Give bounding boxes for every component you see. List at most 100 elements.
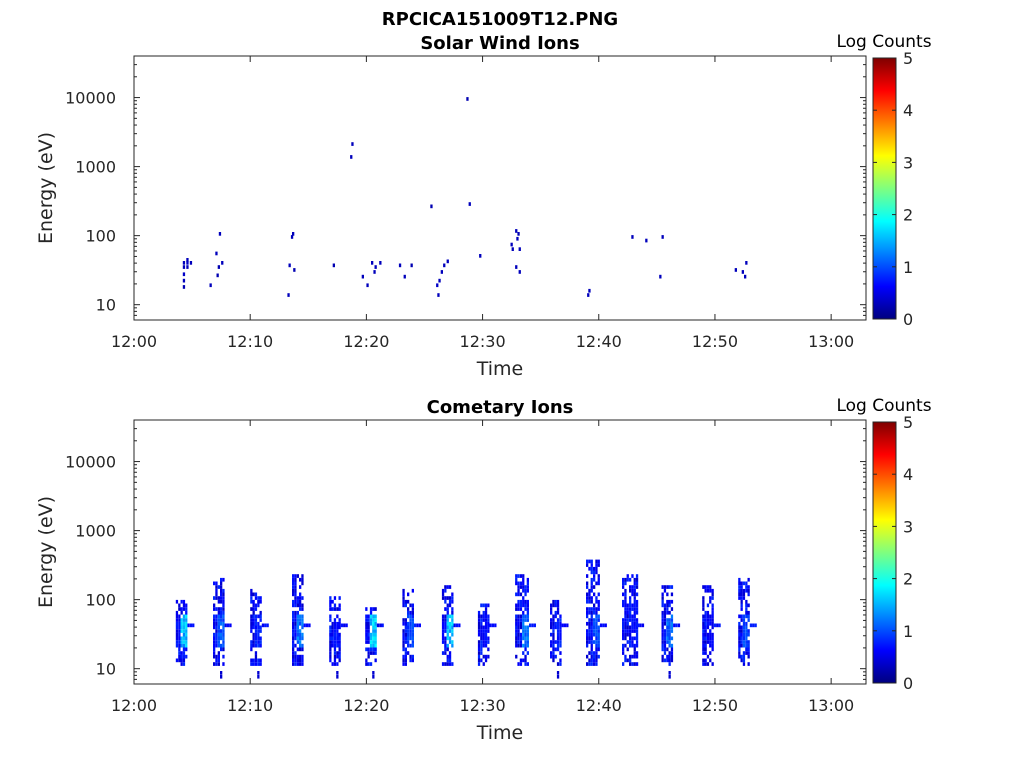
heatmap-cell bbox=[626, 629, 629, 633]
x-axis-ticks: 12:00 12:10 12:20 12:30 12:40 12:50 13:00 bbox=[111, 420, 854, 715]
heatmap-cell bbox=[556, 636, 560, 641]
heatmap-cell bbox=[222, 629, 225, 633]
heatmap-cell bbox=[554, 614, 557, 619]
heatmap-cell bbox=[741, 270, 744, 274]
heatmap-cell bbox=[451, 610, 454, 615]
heatmap-cell bbox=[702, 618, 705, 622]
heatmap-cell bbox=[365, 662, 368, 666]
heatmap-cell bbox=[379, 261, 382, 265]
heatmap-cell bbox=[402, 592, 405, 597]
heatmap-cell bbox=[740, 654, 743, 659]
heatmap-cell bbox=[626, 640, 629, 644]
heatmap-cell bbox=[635, 636, 639, 641]
cometary-ions-panel: Cometary Ions 12:00 12:10 12:20 12:30 12:40 1… bbox=[35, 396, 932, 744]
heatmap-cell bbox=[517, 662, 520, 666]
heatmap-cell bbox=[329, 618, 332, 622]
heatmap-cell bbox=[482, 610, 485, 615]
heatmap-cell bbox=[590, 621, 593, 626]
heatmap-cell bbox=[294, 577, 297, 582]
heatmap-cell bbox=[185, 654, 188, 659]
heatmap-cell bbox=[666, 636, 669, 641]
heatmap-cell bbox=[222, 577, 225, 582]
heatmap-cell bbox=[745, 585, 748, 589]
figure-title: RPCICA151009T12.PNG bbox=[382, 9, 618, 30]
heatmap-cell bbox=[624, 577, 627, 582]
heatmap-cell bbox=[586, 574, 589, 578]
heatmap-cell bbox=[338, 596, 341, 600]
heatmap-cell bbox=[333, 658, 337, 663]
heatmap-cell bbox=[487, 647, 490, 652]
heatmap-cell bbox=[217, 643, 220, 648]
heatmap-cell bbox=[480, 629, 483, 633]
heatmap-cell bbox=[706, 585, 710, 589]
heatmap-cell bbox=[252, 618, 255, 622]
heatmap-cell bbox=[633, 596, 636, 600]
heatmap-cell bbox=[670, 629, 674, 633]
heatmap-cell bbox=[704, 662, 707, 666]
heatmap-cell bbox=[185, 618, 188, 622]
heatmap-cell bbox=[477, 640, 481, 644]
heatmap-cell bbox=[217, 625, 220, 630]
heatmap-cell bbox=[629, 658, 632, 663]
heatmap-cell bbox=[182, 285, 186, 289]
heatmap-cell bbox=[448, 636, 452, 641]
heatmap-cell bbox=[666, 610, 669, 615]
heatmap-cell bbox=[299, 636, 302, 641]
heatmap-cell bbox=[259, 643, 262, 648]
heatmap-cell bbox=[292, 614, 295, 619]
heatmap-cell bbox=[217, 632, 220, 637]
heatmap-cell bbox=[552, 643, 555, 648]
heatmap-cell bbox=[588, 629, 591, 633]
heatmap-cell bbox=[666, 625, 669, 630]
heatmap-cell bbox=[365, 607, 368, 611]
heatmap-cell bbox=[487, 614, 490, 619]
heatmap-cell bbox=[622, 618, 625, 622]
heatmap-cell bbox=[290, 235, 294, 239]
heatmap-cell bbox=[633, 654, 636, 659]
heatmap-cell bbox=[590, 629, 593, 633]
heatmap-cell bbox=[189, 261, 193, 265]
heatmap-cell bbox=[446, 618, 449, 622]
heatmap-cell bbox=[666, 618, 669, 622]
heatmap-cell bbox=[752, 623, 755, 628]
heatmap-cell bbox=[517, 574, 520, 578]
heatmap-cell bbox=[331, 640, 334, 644]
heatmap-cell bbox=[215, 621, 218, 626]
heatmap-cell bbox=[292, 662, 295, 666]
heatmap-cell bbox=[597, 643, 600, 648]
x-tick-label: 12:10 bbox=[227, 696, 273, 715]
heatmap-cell bbox=[333, 632, 337, 637]
heatmap-cell bbox=[338, 607, 341, 611]
heatmap-cell bbox=[182, 625, 186, 630]
heatmap-cell bbox=[411, 621, 414, 626]
heatmap-cell bbox=[329, 599, 332, 604]
heatmap-cell bbox=[559, 621, 562, 626]
heatmap-cell bbox=[292, 629, 295, 633]
heatmap-cell bbox=[446, 625, 449, 630]
heatmap-cell bbox=[595, 647, 598, 652]
heatmap-cell bbox=[480, 603, 483, 608]
heatmap-cell bbox=[595, 662, 598, 666]
heatmap-cell bbox=[365, 618, 368, 622]
heatmap-cell bbox=[254, 592, 258, 597]
heatmap-cell bbox=[706, 632, 710, 637]
heatmap-cell bbox=[593, 607, 596, 611]
heatmap-cell bbox=[742, 592, 746, 597]
heatmap-cell bbox=[369, 636, 373, 641]
heatmap-cell bbox=[182, 614, 186, 619]
heatmap-cell bbox=[331, 636, 334, 641]
heatmap-cell bbox=[336, 629, 339, 633]
heatmap-cell bbox=[296, 574, 299, 578]
heatmap-cell bbox=[740, 614, 743, 619]
heatmap-cell bbox=[296, 654, 299, 659]
heatmap-cell bbox=[559, 618, 562, 622]
heatmap-cell bbox=[333, 651, 337, 655]
heatmap-cell bbox=[622, 621, 625, 626]
heatmap-cell bbox=[446, 632, 449, 637]
heatmap-cell bbox=[182, 636, 186, 641]
heatmap-cell bbox=[586, 610, 589, 615]
heatmap-cell bbox=[254, 607, 258, 611]
heatmap-cell bbox=[175, 643, 179, 648]
heatmap-cell bbox=[554, 625, 557, 630]
heatmap-cell bbox=[294, 614, 297, 619]
